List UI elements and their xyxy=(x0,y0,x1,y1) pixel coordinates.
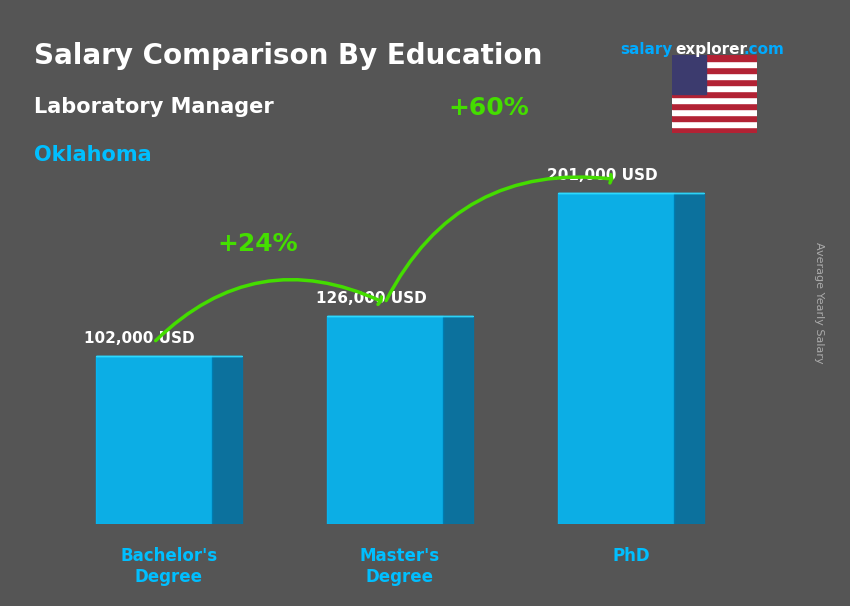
Bar xyxy=(672,61,756,67)
Text: Master's
Degree: Master's Degree xyxy=(360,547,440,585)
Bar xyxy=(672,67,756,73)
Bar xyxy=(672,127,756,133)
Bar xyxy=(327,316,443,524)
Bar xyxy=(672,121,756,127)
Text: Bachelor's
Degree: Bachelor's Degree xyxy=(120,547,218,585)
Bar xyxy=(672,97,756,103)
Text: salary: salary xyxy=(620,42,673,58)
Bar xyxy=(672,73,756,79)
Polygon shape xyxy=(674,193,704,524)
Bar xyxy=(558,193,674,524)
Bar xyxy=(672,109,756,115)
Text: Salary Comparison By Education: Salary Comparison By Education xyxy=(34,42,542,70)
Text: 201,000 USD: 201,000 USD xyxy=(547,168,657,183)
Bar xyxy=(672,103,756,109)
Text: +24%: +24% xyxy=(218,232,298,256)
Text: 102,000 USD: 102,000 USD xyxy=(84,331,195,346)
Text: 126,000 USD: 126,000 USD xyxy=(315,291,427,306)
Text: Laboratory Manager: Laboratory Manager xyxy=(34,97,274,117)
Polygon shape xyxy=(443,316,473,524)
Text: PhD: PhD xyxy=(612,547,650,565)
Bar xyxy=(96,356,212,524)
Bar xyxy=(672,115,756,121)
Bar xyxy=(672,85,756,91)
Bar xyxy=(672,55,705,94)
Text: Average Yearly Salary: Average Yearly Salary xyxy=(814,242,824,364)
Text: .com: .com xyxy=(744,42,785,58)
Bar xyxy=(672,79,756,85)
Text: explorer: explorer xyxy=(676,42,748,58)
Bar xyxy=(672,91,756,97)
Bar xyxy=(672,55,756,61)
Polygon shape xyxy=(212,356,241,524)
Text: Oklahoma: Oklahoma xyxy=(34,145,151,165)
Text: +60%: +60% xyxy=(449,96,530,120)
